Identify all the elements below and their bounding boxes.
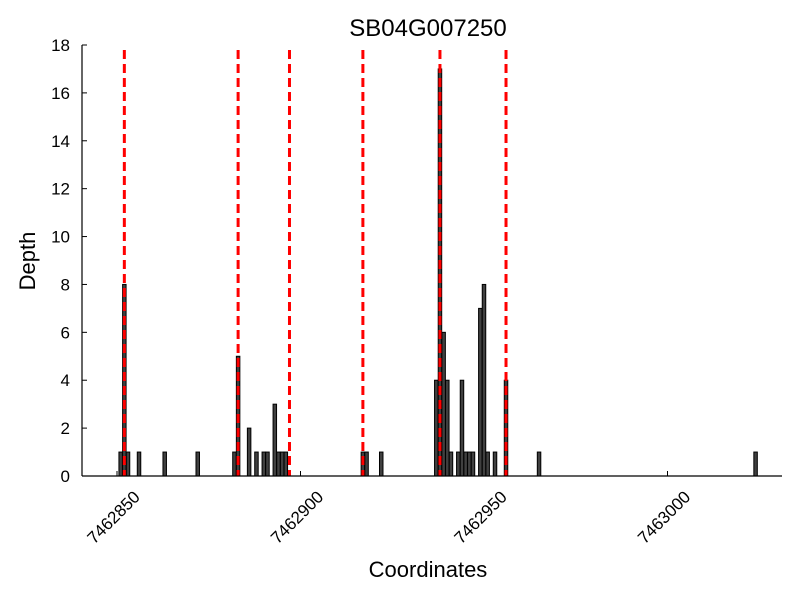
- depth-bar: [492, 451, 498, 477]
- x-tick-label: 7463000: [634, 487, 694, 547]
- depth-bar: [261, 451, 267, 477]
- depth-bar: [463, 451, 468, 477]
- depth-bar: [478, 307, 483, 477]
- depth-bar: [445, 379, 450, 477]
- depth-bar: [246, 427, 252, 477]
- depth-bar: [378, 451, 384, 477]
- y-tick-label: 10: [51, 228, 70, 247]
- depth-bar: [441, 331, 446, 477]
- y-tick-label: 12: [51, 180, 70, 199]
- y-tick-label: 18: [51, 36, 70, 55]
- depth-bar: [470, 451, 476, 477]
- depth-bar: [481, 283, 487, 477]
- depth-bar: [485, 451, 490, 477]
- depth-bar: [279, 451, 285, 477]
- y-tick-label: 16: [51, 84, 70, 103]
- depth-bar: [283, 451, 289, 477]
- depth-bar: [118, 451, 123, 477]
- y-axis-label: Depth: [15, 232, 40, 291]
- y-tick-label: 4: [61, 371, 70, 390]
- depth-bar: [434, 379, 439, 477]
- x-tick-label: 7462950: [451, 487, 511, 547]
- chart-title: SB04G007250: [349, 15, 506, 42]
- depth-bar: [276, 451, 281, 477]
- depth-bar: [232, 451, 237, 477]
- depth-bar: [195, 451, 200, 477]
- depth-bar: [254, 451, 259, 477]
- depth-bar: [272, 403, 278, 477]
- depth-bars: [118, 68, 758, 477]
- y-tick-label: 2: [61, 419, 70, 438]
- x-tick-label: 7462850: [84, 487, 144, 547]
- depth-bar: [136, 451, 142, 477]
- depth-bar: [459, 379, 465, 477]
- depth-bar: [753, 451, 758, 477]
- y-axis-ticks: 0 2 4 6 8 10 12 14 16 18: [51, 36, 87, 486]
- depth-bar: [536, 451, 542, 477]
- feature-boundary-lines: [122, 50, 508, 476]
- depth-bar: [162, 451, 167, 477]
- depth-bar: [448, 451, 454, 477]
- depth-bar: [456, 451, 461, 477]
- depth-bar: [364, 451, 369, 477]
- depth-bar: [265, 451, 270, 477]
- x-axis-label: Coordinates: [369, 557, 488, 582]
- y-tick-label: 0: [61, 467, 70, 486]
- x-tick-label: 7462900: [267, 487, 327, 547]
- depth-bar: [125, 451, 131, 477]
- y-tick-label: 6: [61, 323, 70, 342]
- depth-bar: [467, 451, 472, 477]
- y-tick-label: 8: [61, 275, 70, 294]
- y-tick-label: 14: [51, 132, 70, 151]
- x-axis-ticks: 7462850 7462900 7462950 7463000: [84, 471, 694, 548]
